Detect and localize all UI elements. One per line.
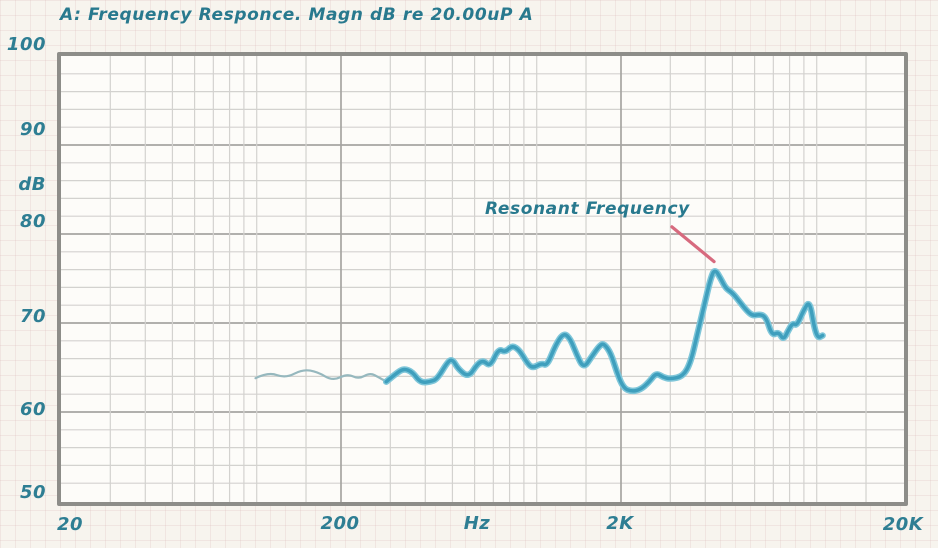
x-tick-label: 2K	[606, 513, 634, 534]
annotation-leader-line	[670, 225, 716, 264]
response-curve-halo	[382, 268, 826, 395]
x-tick-label: Hz	[463, 513, 491, 534]
y-tick-label: 80	[19, 211, 46, 232]
plot-svg	[61, 56, 904, 502]
x-tick-label: 20	[56, 514, 84, 535]
response-curve-leadin	[254, 369, 397, 382]
x-tick-label: 200	[320, 513, 360, 534]
y-tick-label: 100	[6, 34, 46, 55]
response-curve	[384, 269, 825, 393]
annotation-resonant-frequency-label: Resonant Frequency	[485, 199, 690, 219]
plot-area	[57, 52, 908, 506]
x-tick-label: 20K	[882, 514, 924, 535]
y-tick-label: 70	[19, 306, 46, 327]
y-tick-label: 50	[19, 482, 46, 503]
chart-title: A: Frequency Responce. Magn dB re 20.00u…	[60, 5, 534, 25]
y-tick-label: 90	[19, 119, 46, 140]
y-tick-label: 60	[19, 399, 46, 420]
y-tick-label: dB	[18, 174, 46, 195]
